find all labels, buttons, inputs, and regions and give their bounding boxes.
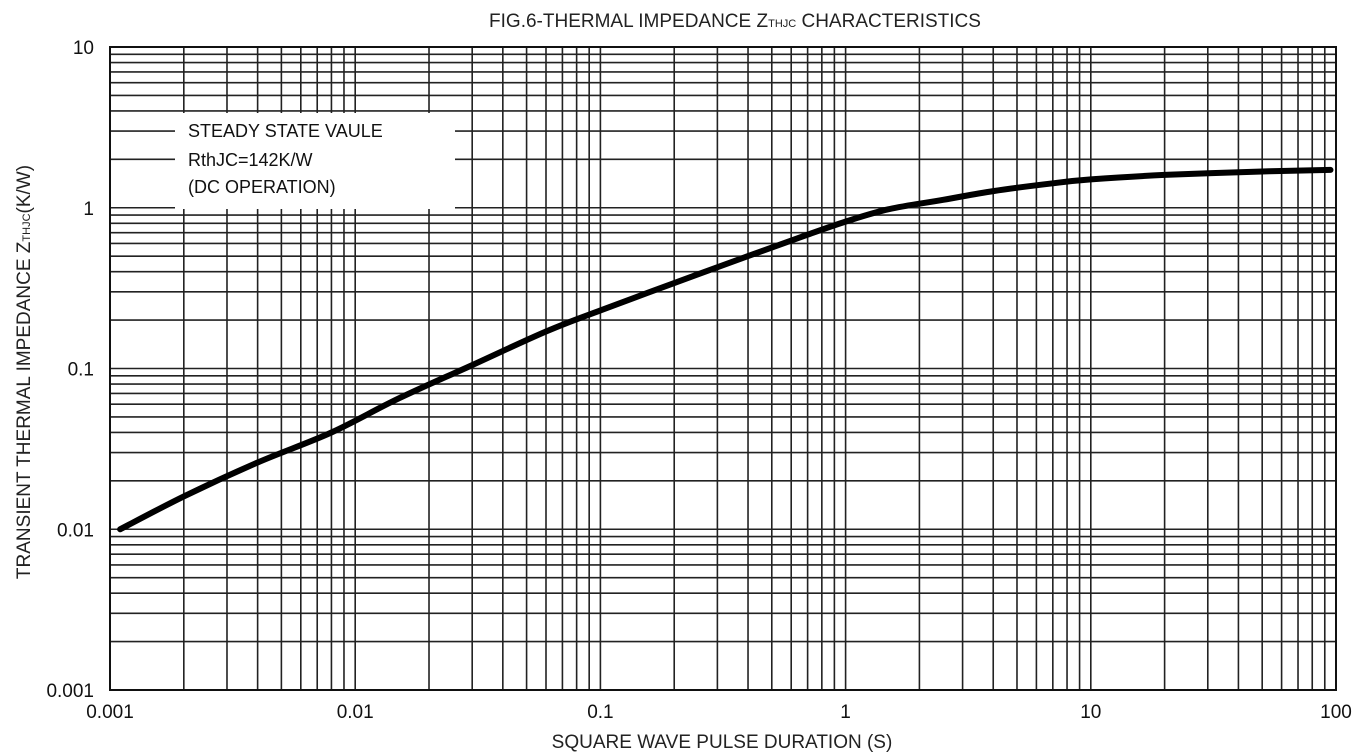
chart-title-main: FIG.6-THERMAL IMPEDANCE Z: [489, 11, 768, 32]
steady-state-note-line-3: (DC OPERATION): [188, 177, 336, 197]
x-tick-label: 1: [840, 702, 851, 723]
y-tick-label: 0.001: [46, 681, 94, 702]
y-axis-label-main: TRANSIENT THERMAL IMPEDANCE Z: [14, 241, 35, 579]
steady-state-note-box: [175, 113, 455, 209]
x-tick-label: 0.01: [337, 702, 374, 723]
y-axis-label: TRANSIENT THERMAL IMPEDANCE ZTHJC(K/W): [14, 165, 35, 579]
chart-title-sub: THJC: [768, 18, 796, 30]
thermal-impedance-curve: [117, 166, 1334, 533]
series-layer: [117, 166, 1334, 533]
chart-title: FIG.6-THERMAL IMPEDANCE ZTHJC CHARACTERI…: [489, 11, 981, 32]
y-tick-label: 0.01: [57, 520, 94, 541]
x-tick-label: 10: [1080, 702, 1101, 723]
y-axis-label-sub: THJC: [21, 213, 33, 241]
x-tick-label: 0.001: [86, 702, 134, 723]
steady-state-note-line-1: STEADY STATE VAULE: [188, 121, 383, 141]
steady-state-note: STEADY STATE VAULE RthJC=142K/W (DC OPER…: [175, 113, 455, 209]
y-axis-label-tail: (K/W): [14, 165, 35, 214]
y-tick-label: 10: [73, 38, 94, 59]
y-tick-label: 0.1: [68, 360, 94, 381]
x-tick-label: 0.1: [587, 702, 613, 723]
steady-state-note-line-2: RthJC=142K/W: [188, 150, 313, 170]
chart-title-tail: CHARACTERISTICS: [796, 11, 981, 32]
x-axis-label: SQUARE WAVE PULSE DURATION (S): [552, 732, 893, 753]
y-tick-label: 1: [83, 199, 94, 220]
tick-labels: 0.001 0.01 0.1 1 10 100 10 1 0.1 0.01 0.001: [46, 38, 1351, 723]
x-tick-label: 100: [1320, 702, 1352, 723]
plot-frame: [109, 46, 1337, 691]
